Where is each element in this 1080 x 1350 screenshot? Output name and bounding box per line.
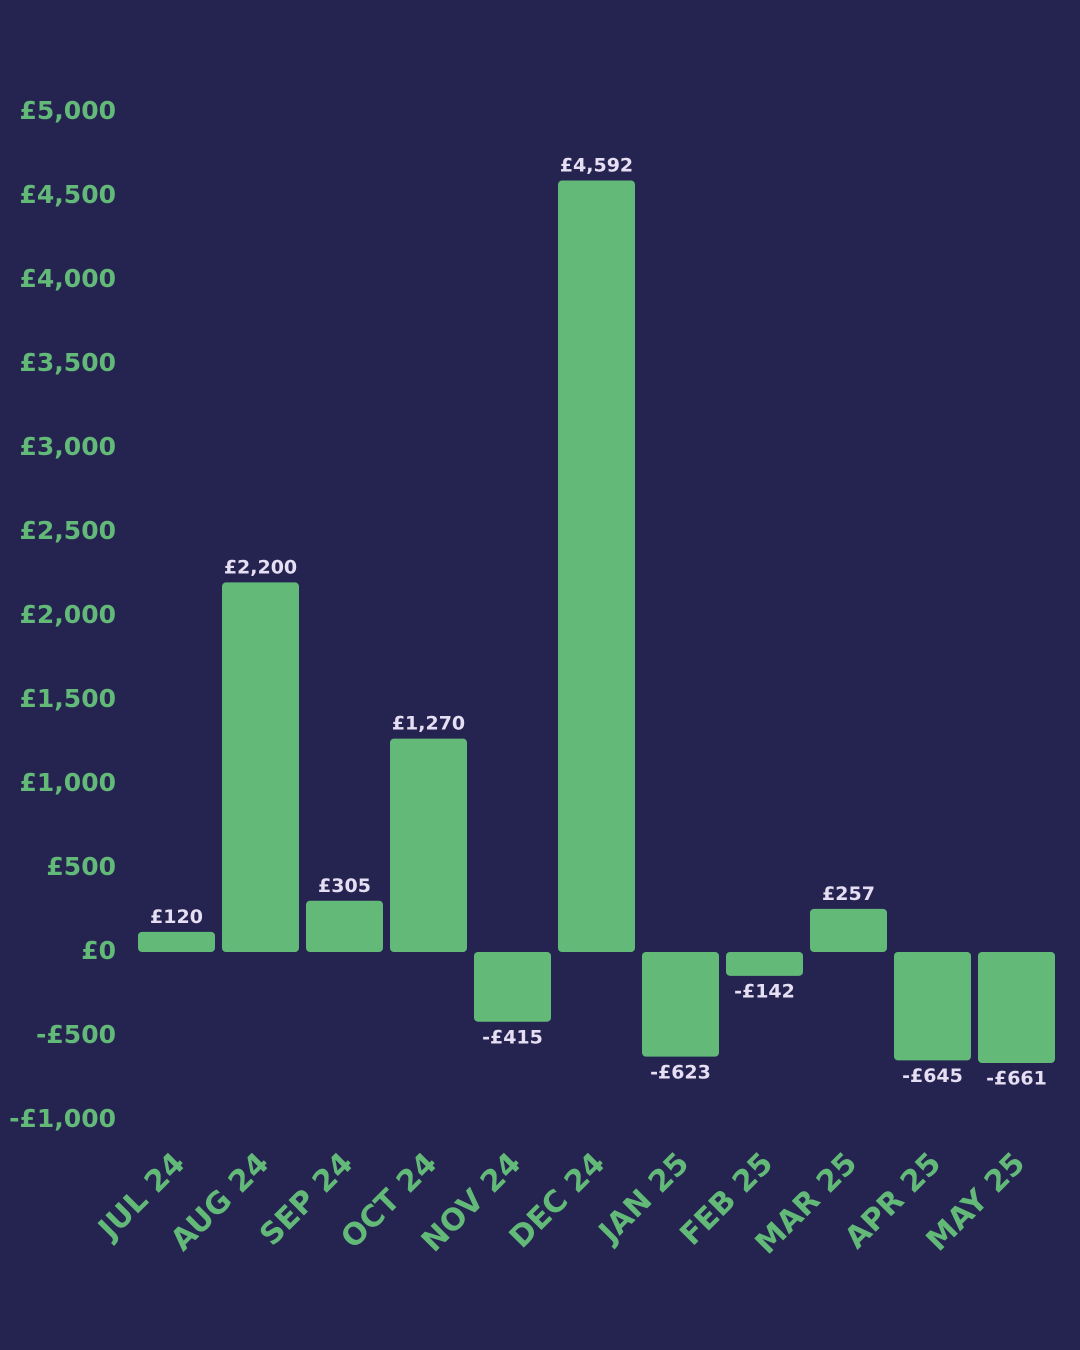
bar — [138, 931, 215, 952]
bar — [390, 738, 467, 952]
data-label: £4,592 — [560, 155, 633, 177]
bar — [222, 582, 299, 952]
y-tick-label: £4,500 — [20, 180, 116, 209]
data-label: £120 — [150, 906, 203, 928]
y-tick-label: £1,000 — [20, 768, 116, 797]
bar — [726, 952, 803, 976]
y-tick-label: £5,000 — [20, 96, 116, 125]
y-tick-label: £2,000 — [20, 600, 116, 629]
data-label: -£415 — [482, 1026, 543, 1048]
y-tick-label: £500 — [46, 852, 116, 881]
y-tick-label: £1,500 — [20, 684, 116, 713]
bar — [558, 180, 635, 952]
bar — [894, 952, 971, 1061]
data-label: £1,270 — [392, 713, 465, 735]
bars — [138, 180, 1055, 1064]
y-tick-label: -£1,000 — [9, 1104, 116, 1133]
bar — [642, 952, 719, 1057]
bar — [306, 900, 383, 952]
data-label: £2,200 — [224, 556, 297, 578]
data-label: -£661 — [986, 1068, 1047, 1090]
bar — [978, 952, 1055, 1064]
y-tick-label: £0 — [81, 936, 116, 965]
data-labels: £120 £2,200 £305 £1,270 -£415 £4,592 -£623 -£14… — [150, 155, 1047, 1090]
bar — [810, 908, 887, 952]
data-label: £305 — [318, 875, 371, 897]
y-tick-label: £4,000 — [20, 264, 116, 293]
data-label: -£142 — [734, 980, 795, 1002]
data-label: -£623 — [650, 1061, 711, 1083]
y-tick-label: -£500 — [36, 1020, 116, 1049]
y-axis: £5,000 £4,500 £4,000 £3,500 £3,000 £2,500 £2,0… — [9, 96, 116, 1133]
y-tick-label: £3,500 — [20, 348, 116, 377]
y-tick-label: £3,000 — [20, 432, 116, 461]
data-label: -£645 — [902, 1065, 963, 1087]
y-tick-label: £2,500 — [20, 516, 116, 545]
data-label: £257 — [822, 883, 875, 905]
bar — [474, 952, 551, 1022]
